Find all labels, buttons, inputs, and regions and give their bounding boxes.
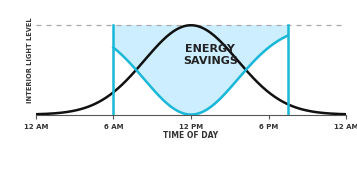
Text: ENERGY
SAVINGS: ENERGY SAVINGS [183, 44, 238, 66]
X-axis label: TIME OF DAY: TIME OF DAY [164, 131, 218, 140]
Y-axis label: INTERIOR LIGHT LEVEL: INTERIOR LIGHT LEVEL [27, 17, 33, 103]
